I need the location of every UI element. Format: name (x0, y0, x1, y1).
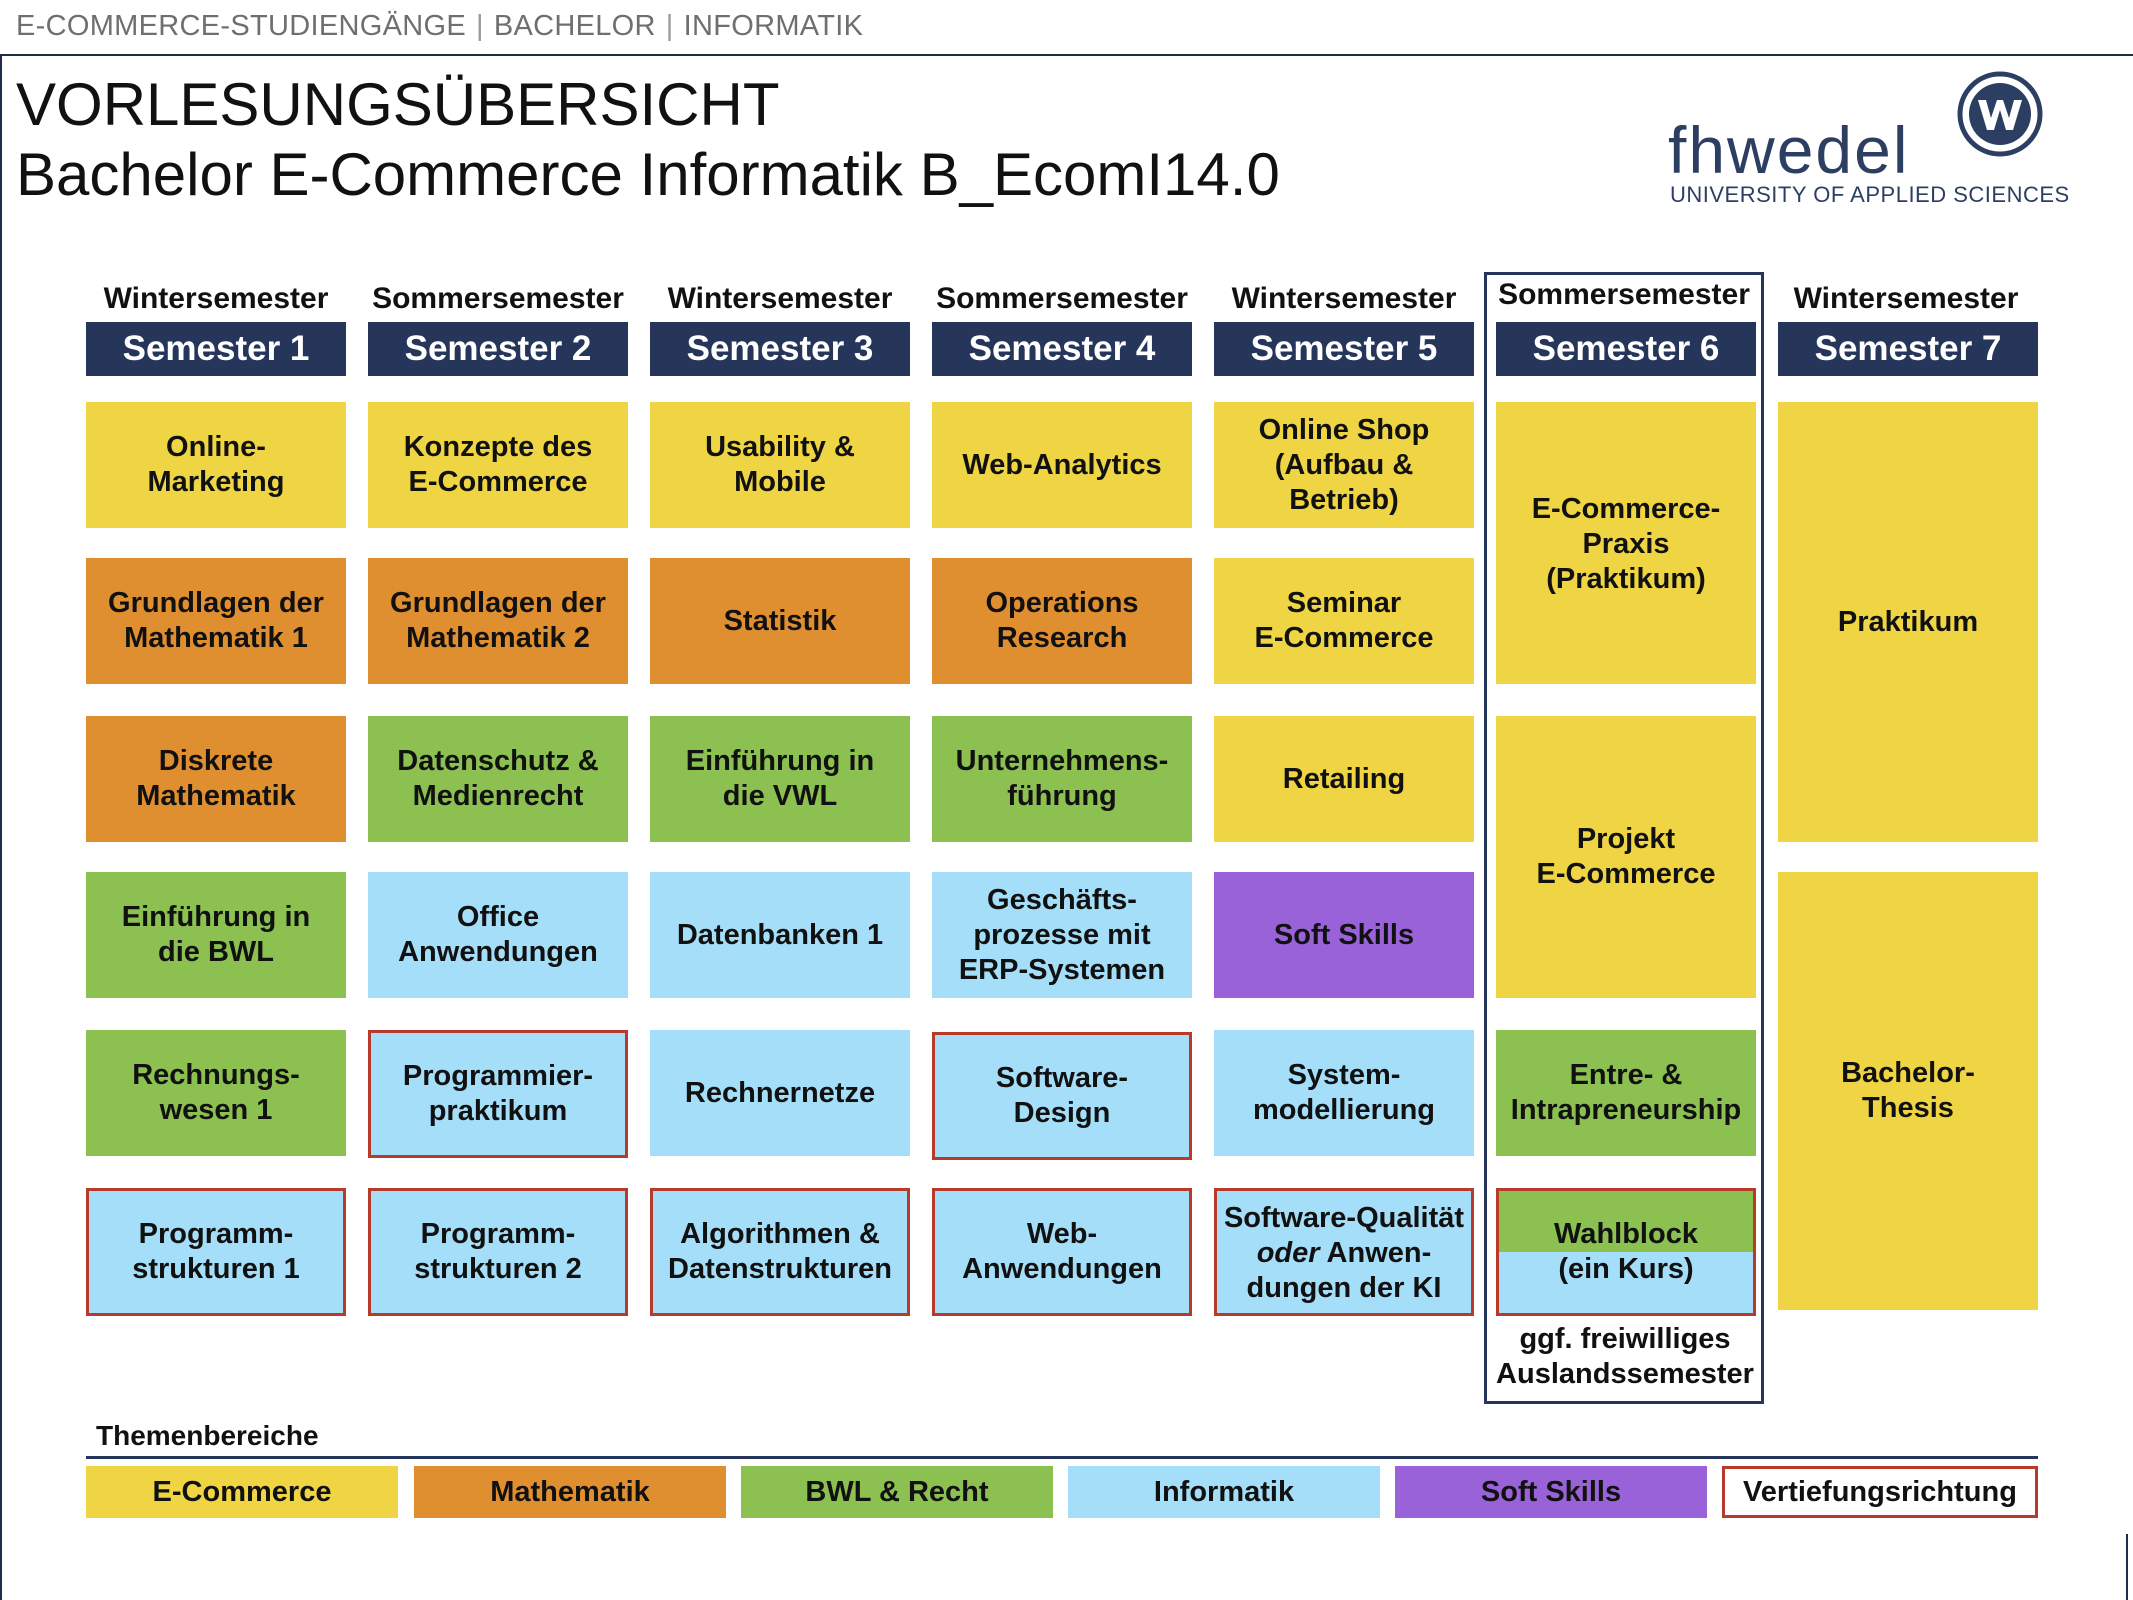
course-datenschutz-medienrecht[interactable]: Datenschutz & Medienrecht (368, 716, 628, 842)
course-operations-research[interactable]: Operations Research (932, 558, 1192, 684)
semester-7-type: Wintersemester (1793, 282, 2019, 315)
legend-bwl-recht[interactable]: BWL & Recht (741, 1466, 1053, 1518)
legend-vertiefungsrichtung[interactable]: Vertiefungsrichtung (1722, 1466, 2038, 1518)
semester-6-frame (1484, 272, 1764, 1404)
breadcrumb-item[interactable]: BACHELOR (493, 10, 656, 42)
course-datenbanken-1[interactable]: Datenbanken 1 (650, 872, 910, 998)
wahlblock-bottom: (ein Kurs) (1499, 1252, 1753, 1313)
legend-divider (86, 1456, 2038, 1459)
auslandssemester-note: ggf. freiwilliges Auslandssemester (1496, 1323, 1754, 1390)
course-wahlblock[interactable]: Wahlblock (ein Kurs) (1496, 1188, 1756, 1316)
semester-2-header: Semester 2 (368, 322, 628, 376)
wahlblock-top: Wahlblock (1499, 1191, 1753, 1252)
course-projekt-ecommerce[interactable]: Projekt E-Commerce (1496, 716, 1756, 998)
legend-ecommerce[interactable]: E-Commerce (86, 1466, 398, 1518)
course-office-anwendungen[interactable]: Office Anwendungen (368, 872, 628, 998)
semester-5-type: Wintersemester (1231, 282, 1457, 315)
semester-6-type: Sommersemester (1498, 278, 1750, 311)
legend-informatik[interactable]: Informatik (1068, 1466, 1380, 1518)
semester-2-type: Sommersemester (372, 282, 624, 315)
course-programmstrukturen-1[interactable]: Programm- strukturen 1 (86, 1188, 346, 1316)
course-rechnungswesen-1[interactable]: Rechnungs- wesen 1 (86, 1030, 346, 1156)
left-divider (0, 54, 2, 1600)
course-soft-skills[interactable]: Soft Skills (1214, 872, 1474, 998)
course-programmstrukturen-2[interactable]: Programm- strukturen 2 (368, 1188, 628, 1316)
course-oder-label: oder (1256, 1237, 1320, 1269)
course-einfuehrung-vwl[interactable]: Einführung in die VWL (650, 716, 910, 842)
semester-1-header: Semester 1 (86, 322, 346, 376)
course-online-marketing[interactable]: Online- Marketing (86, 402, 346, 528)
breadcrumb-item[interactable]: E-COMMERCE-STUDIENGÄNGE (16, 10, 466, 42)
semester-3-header: Semester 3 (650, 322, 910, 376)
course-retailing[interactable]: Retailing (1214, 716, 1474, 842)
course-programmierpraktikum[interactable]: Programmier- praktikum (368, 1030, 628, 1158)
semester-7-header: Semester 7 (1778, 322, 2038, 376)
page-subtitle: Bachelor E-Commerce Informatik B_EcomI14… (16, 141, 1280, 208)
course-bachelor-thesis[interactable]: Bachelor- Thesis (1778, 872, 2038, 1310)
course-rechnernetze[interactable]: Rechnernetze (650, 1030, 910, 1156)
logo-wordmark: fhwedel (1668, 113, 1910, 187)
course-konzepte-ecommerce[interactable]: Konzepte des E-Commerce (368, 402, 628, 528)
breadcrumb-item[interactable]: INFORMATIK (683, 10, 864, 42)
course-usability-mobile[interactable]: Usability & Mobile (650, 402, 910, 528)
course-anwendungen-ki-label: Anwen- dungen der KI (1246, 1237, 1442, 1304)
legend-title: Themenbereiche (96, 1420, 319, 1451)
semester-5-header: Semester 5 (1214, 322, 1474, 376)
wahlblock-label: Wahlblock (1554, 1218, 1698, 1250)
legend-mathematik[interactable]: Mathematik (414, 1466, 726, 1518)
course-ecommerce-praxis[interactable]: E-Commerce- Praxis (Praktikum) (1496, 402, 1756, 684)
semester-1-type: Wintersemester (103, 282, 329, 315)
breadcrumb-separator: | (475, 10, 484, 42)
course-diskrete-mathematik[interactable]: Diskrete Mathematik (86, 716, 346, 842)
course-systemmodellierung[interactable]: System- modellierung (1214, 1030, 1474, 1156)
fh-wedel-logo-icon (1957, 71, 2043, 157)
breadcrumb: E-COMMERCE-STUDIENGÄNGE | BACHELOR | INFORMA… (16, 10, 863, 43)
course-praktikum[interactable]: Praktikum (1778, 402, 2038, 842)
course-web-analytics[interactable]: Web-Analytics (932, 402, 1192, 528)
page-title: VORLESUNGSÜBERSICHT (16, 71, 780, 138)
course-einfuehrung-bwl[interactable]: Einführung in die BWL (86, 872, 346, 998)
semester-4-type: Sommersemester (936, 282, 1188, 315)
wahlblock-sublabel: (ein Kurs) (1558, 1253, 1694, 1285)
course-software-qualitaet-ki[interactable]: Software-Qualität oder Anwen- dungen der … (1214, 1188, 1474, 1316)
course-software-qualitaet-label: Software-Qualität (1223, 1202, 1465, 1234)
course-online-shop[interactable]: Online Shop (Aufbau & Betrieb) (1214, 402, 1474, 528)
course-statistik[interactable]: Statistik (650, 558, 910, 684)
semester-6-header: Semester 6 (1496, 322, 1756, 376)
logo-tagline: UNIVERSITY OF APPLIED SCIENCES (1670, 182, 2070, 207)
legend-soft-skills[interactable]: Soft Skills (1395, 1466, 1707, 1518)
course-geschaeftsprozesse-erp[interactable]: Geschäfts- prozesse mit ERP-Systemen (932, 872, 1192, 998)
course-grundlagen-mathematik-1[interactable]: Grundlagen der Mathematik 1 (86, 558, 346, 684)
course-software-design[interactable]: Software- Design (932, 1032, 1192, 1160)
course-seminar-ecommerce[interactable]: Seminar E-Commerce (1214, 558, 1474, 684)
course-entre-intrapreneurship[interactable]: Entre- & Intrapreneurship (1496, 1030, 1756, 1156)
semester-4-header: Semester 4 (932, 322, 1192, 376)
course-grundlagen-mathematik-2[interactable]: Grundlagen der Mathematik 2 (368, 558, 628, 684)
semester-3-type: Wintersemester (667, 282, 893, 315)
course-algorithmen-datenstrukturen[interactable]: Algorithmen & Datenstrukturen (650, 1188, 910, 1316)
right-divider (2126, 1534, 2128, 1600)
breadcrumb-separator: | (665, 10, 674, 42)
course-web-anwendungen[interactable]: Web- Anwendungen (932, 1188, 1192, 1316)
course-unternehmensfuehrung[interactable]: Unternehmens- führung (932, 716, 1192, 842)
top-divider (0, 54, 2133, 56)
